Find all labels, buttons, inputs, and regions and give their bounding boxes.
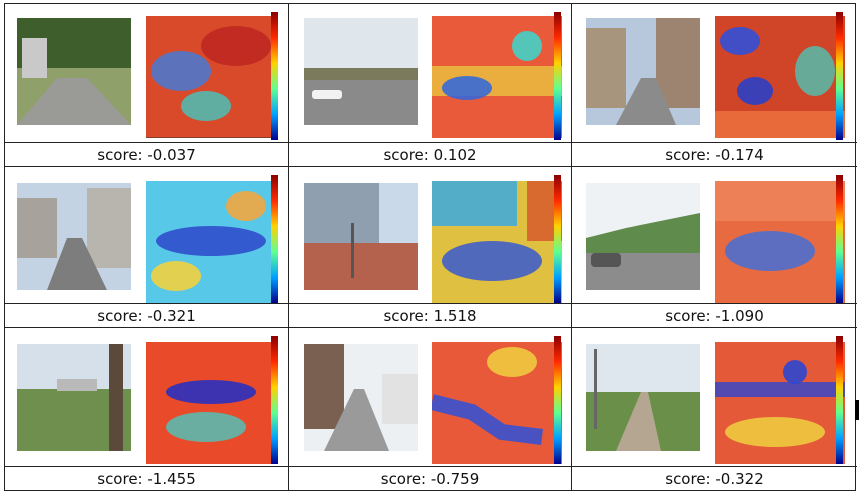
heatmap-9 xyxy=(715,342,845,464)
heatmap-5 xyxy=(432,181,562,303)
score-label: score: 0.102 xyxy=(289,143,572,167)
image-cell-4 xyxy=(5,167,289,304)
colorbar-2 xyxy=(554,12,574,140)
heatmap-8 xyxy=(432,342,562,464)
score-value: -1.090 xyxy=(715,306,764,325)
street-photo-4 xyxy=(17,183,131,290)
street-photo-2 xyxy=(304,18,418,125)
score-value: -0.174 xyxy=(715,145,764,164)
colorbar-7 xyxy=(271,336,291,464)
score-value: -0.037 xyxy=(147,145,196,164)
score-label: score: -0.322 xyxy=(665,469,764,488)
heatmap-2 xyxy=(432,16,562,138)
score-label: score: -0.174 xyxy=(572,143,857,167)
heatmap-7 xyxy=(146,342,276,464)
heatmap-4 xyxy=(146,181,276,303)
street-photo-9 xyxy=(586,344,700,451)
score-value: 0.102 xyxy=(433,145,477,164)
image-cell-3 xyxy=(572,4,857,143)
image-cell-8 xyxy=(289,328,572,467)
street-photo-7 xyxy=(17,344,131,451)
score-value: -1.455 xyxy=(147,469,196,488)
colorbar-6 xyxy=(836,175,856,303)
colorbar-5 xyxy=(554,175,574,303)
edge-marker xyxy=(855,400,859,420)
score-label: score: -0.759 xyxy=(289,467,572,490)
image-cell-2 xyxy=(289,4,572,143)
colorbar-1 xyxy=(271,12,291,140)
image-cell-1 xyxy=(5,4,289,143)
image-cell-6 xyxy=(572,167,857,304)
image-cell-9 xyxy=(572,328,857,467)
street-photo-8 xyxy=(304,344,418,451)
street-photo-5 xyxy=(304,183,418,290)
score-value: -0.759 xyxy=(430,469,480,488)
score-value: -0.321 xyxy=(147,306,196,325)
image-cell-7 xyxy=(5,328,289,467)
heatmap-6 xyxy=(715,181,845,303)
score-value: 1.518 xyxy=(433,306,477,325)
colorbar-9 xyxy=(836,336,856,464)
score-label: score: 1.518 xyxy=(289,304,572,328)
score-label: score: -1.090 xyxy=(572,304,857,328)
street-photo-6 xyxy=(586,183,700,290)
score-label: score: -0.037 xyxy=(5,143,289,167)
heatmap-3 xyxy=(715,16,845,138)
heatmap-1 xyxy=(146,16,276,138)
score-value: -0.322 xyxy=(715,469,764,488)
colorbar-4 xyxy=(271,175,291,303)
street-photo-1 xyxy=(17,18,131,125)
colorbar-3 xyxy=(836,12,856,140)
score-label: score: -1.455 xyxy=(5,467,289,490)
image-cell-5 xyxy=(289,167,572,304)
score-label: score: -0.321 xyxy=(5,304,289,328)
colorbar-8 xyxy=(554,336,574,464)
results-grid: score: -0.037 score: 0.102 score: -0.174 xyxy=(4,3,857,491)
street-photo-3 xyxy=(586,18,700,125)
